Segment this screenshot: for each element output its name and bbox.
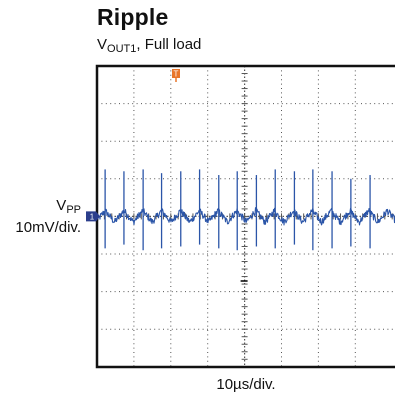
y-axis-scale: 10mV/div.	[15, 219, 81, 236]
ripple-trace	[96, 207, 395, 226]
spikes	[104, 169, 371, 251]
subtitle-main: V	[97, 36, 108, 53]
subtitle-rest: , Full load	[136, 36, 202, 53]
trigger-marker-box	[172, 69, 180, 78]
subtitle-subscript: OUT1	[107, 43, 137, 55]
chart-title: Ripple	[97, 4, 169, 30]
trigger-marker-label: T	[174, 70, 179, 79]
channel-1-marker-label: 1	[90, 212, 95, 221]
y-axis-label-subscript: PP	[66, 204, 81, 216]
y-axis-label-main: V	[56, 197, 67, 214]
channel-1-marker-shape	[86, 211, 100, 222]
chart-subtitle: VOUT1, Full load	[97, 36, 201, 55]
channel-1-marker: 1	[86, 211, 100, 222]
x-axis-label: 10µs/div.	[216, 376, 276, 393]
trigger-marker: T	[172, 69, 180, 82]
y-axis-label: VPP	[56, 197, 81, 219]
